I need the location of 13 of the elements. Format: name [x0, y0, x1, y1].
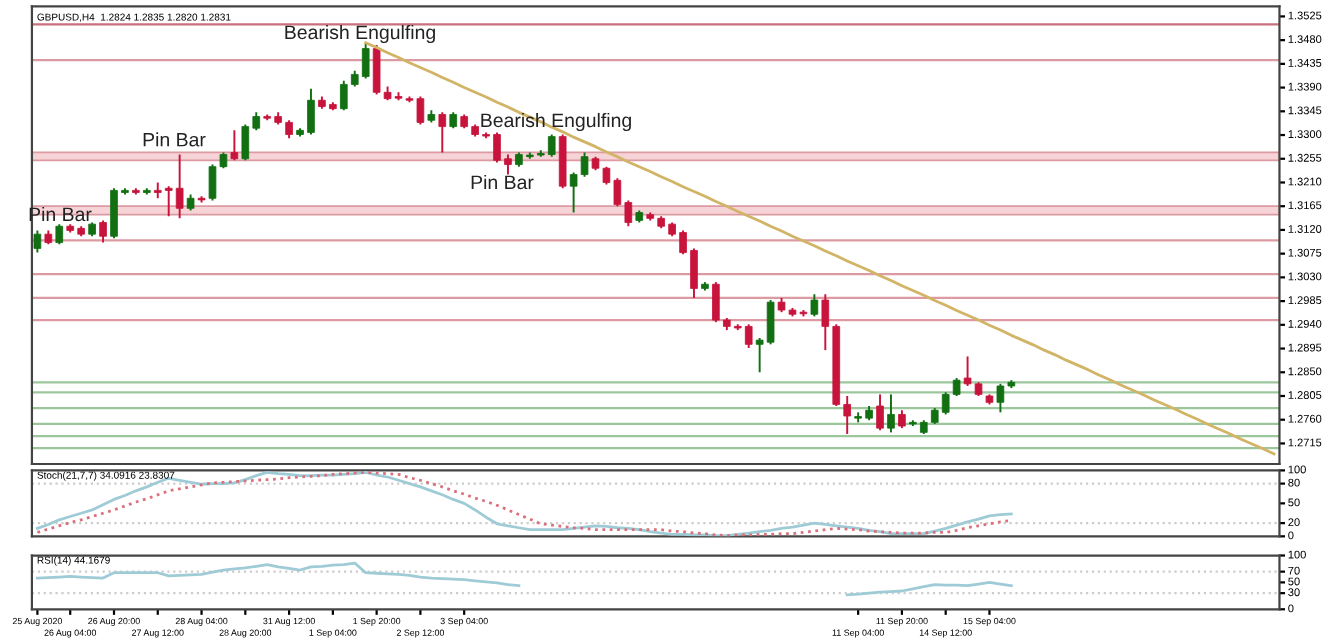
candlestick: [33, 229, 42, 254]
annotation: Pin Bar: [471, 174, 534, 190]
candlestick: [810, 293, 819, 318]
candlestick: [438, 111, 447, 154]
candlestick: [99, 219, 107, 244]
candlestick: [230, 129, 239, 162]
candlestick: [887, 393, 895, 434]
line-series: [364, 41, 1276, 456]
line-series: [36, 470, 1013, 537]
annotation: Pin Bar: [143, 132, 206, 147]
annotation: Bearish Engulfing: [285, 24, 435, 44]
candlestick: [55, 223, 64, 246]
candlestick: [876, 393, 884, 432]
